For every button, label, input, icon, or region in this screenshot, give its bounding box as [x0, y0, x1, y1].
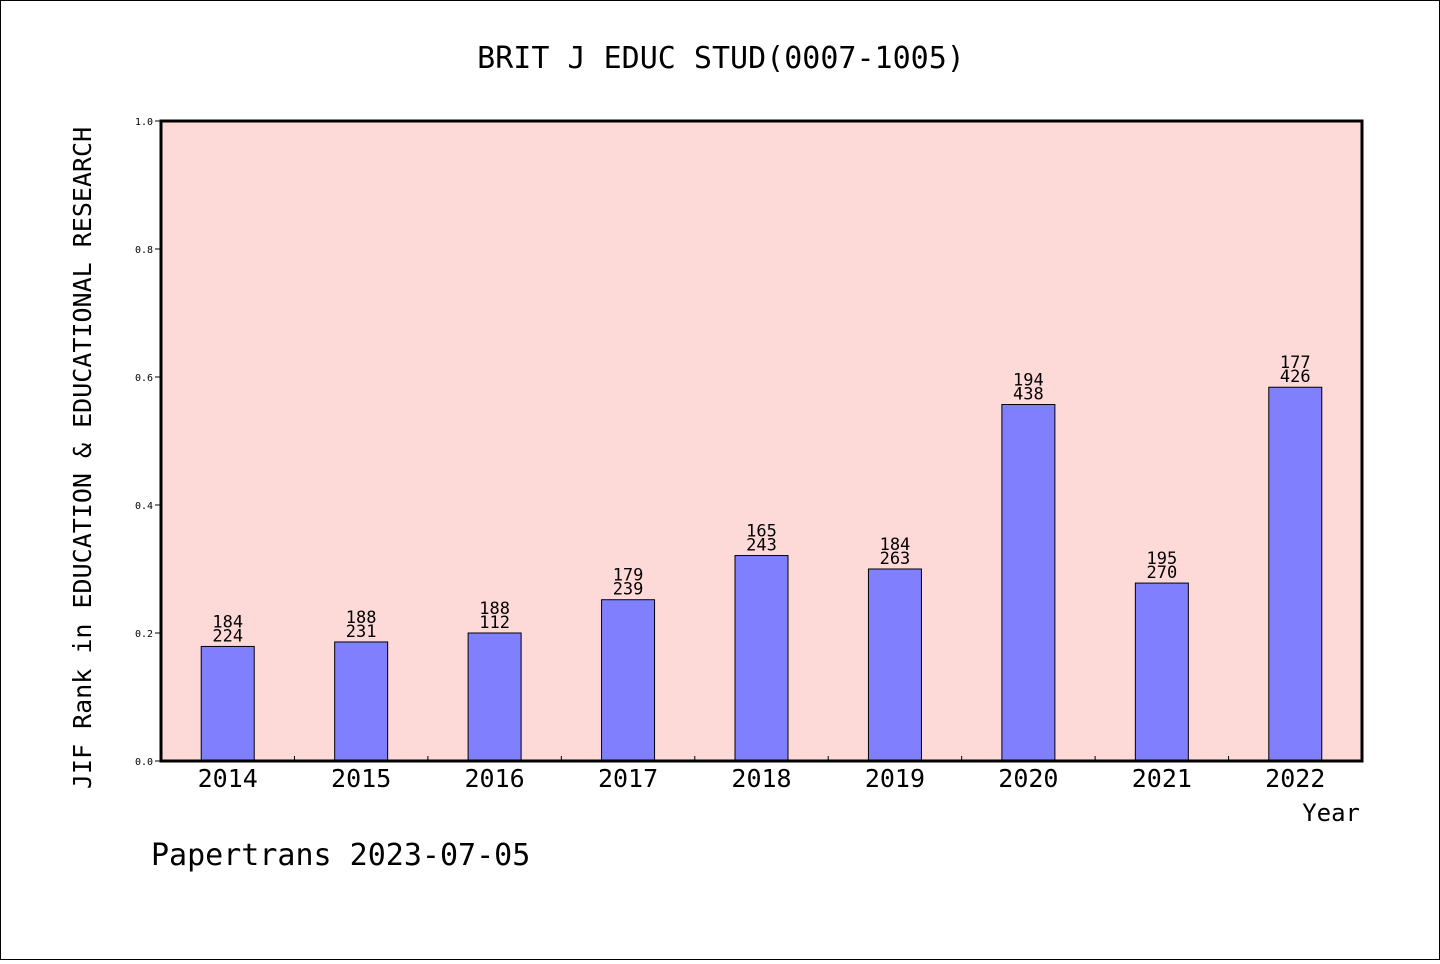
footer-credit: Papertrans 2023-07-05	[151, 838, 530, 873]
y-tick-label: 0.8	[135, 245, 153, 256]
bar-2015	[334, 641, 389, 762]
bar-label-bottom: 224	[212, 626, 243, 646]
y-tick-label: 0.2	[135, 629, 153, 640]
x-axis: 2014 2015 2016 2017 2018 2019 2020 2021 2022	[198, 756, 1325, 793]
x-tick-label: 2016	[465, 764, 525, 793]
bar-2014	[200, 645, 255, 762]
bar-label-top: 194	[1013, 371, 1044, 391]
x-tick-label: 2021	[1132, 764, 1192, 793]
y-axis-label: JIF Rank in EDUCATION & EDUCATIONAL RESE…	[68, 127, 97, 789]
bar-label-top: 188	[479, 599, 510, 619]
bar-label-top: 188	[346, 608, 377, 628]
x-tick-label: 2020	[998, 764, 1058, 793]
bar-label-top: 179	[613, 566, 644, 586]
y-tick-label: 0.6	[135, 373, 153, 384]
x-tick-label: 2017	[598, 764, 658, 793]
x-tick-label: 2014	[198, 764, 258, 793]
x-tick-label: 2015	[331, 764, 391, 793]
bar-label-bottom: 239	[613, 580, 644, 600]
bar-2019	[867, 568, 922, 762]
chart-title: BRIT J EDUC STUD(0007-1005)	[477, 41, 965, 76]
bar-label-top: 184	[880, 535, 911, 555]
bar-2020	[1001, 404, 1056, 762]
y-tick-label: 0.4	[135, 501, 153, 512]
bar-2021	[1134, 582, 1189, 762]
bar-label-bottom: 243	[746, 536, 777, 556]
bar-label-bottom: 426	[1280, 367, 1311, 387]
bar-label-bottom: 438	[1013, 385, 1044, 405]
bar-label-bottom: 112	[479, 613, 510, 633]
bar-label-top: 184	[212, 612, 243, 632]
bar-label-top: 195	[1146, 549, 1177, 569]
x-axis-label: Year	[1302, 799, 1360, 827]
bar-label-bottom: 270	[1146, 563, 1177, 583]
bar-2016	[467, 632, 522, 762]
y-tick-label: 0.0	[135, 757, 153, 768]
bar-2018	[734, 555, 789, 762]
bar-label-bottom: 263	[880, 549, 911, 569]
bar-2017	[601, 599, 656, 762]
y-axis: 0.0 0.2 0.4 0.6 0.8 1.0	[135, 117, 161, 768]
x-tick-label: 2019	[865, 764, 925, 793]
x-tick-label: 2018	[731, 764, 791, 793]
bar-label-top: 177	[1280, 353, 1311, 373]
y-tick-label: 1.0	[135, 117, 153, 128]
bar-label-bottom: 231	[346, 622, 377, 642]
x-tick-label: 2022	[1265, 764, 1325, 793]
bar-label-top: 165	[746, 522, 777, 542]
plot-border	[159, 119, 1364, 763]
bar-2022	[1268, 386, 1323, 762]
